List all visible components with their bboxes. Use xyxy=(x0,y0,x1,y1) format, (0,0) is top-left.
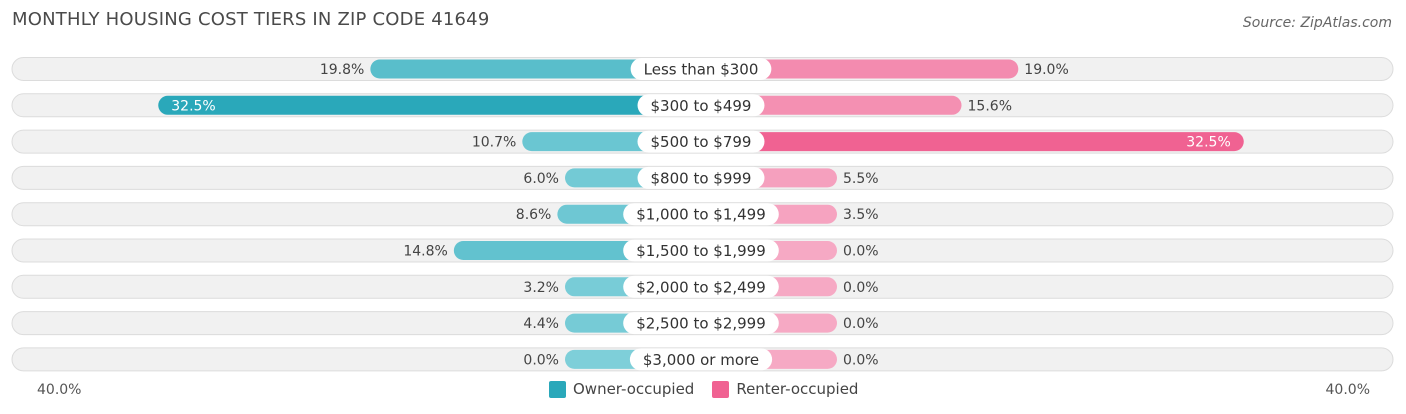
renter-bar xyxy=(701,95,962,115)
category-label: $2,500 to $2,999 xyxy=(636,315,766,333)
category-pill xyxy=(637,94,765,117)
owner-bar xyxy=(370,59,701,79)
renter-value-label: 15.6% xyxy=(968,98,1012,114)
renter-value-label: 0.0% xyxy=(843,244,879,260)
category-pill xyxy=(623,275,779,298)
owner-value-label: 6.0% xyxy=(523,171,559,187)
renter-value-label: 3.5% xyxy=(843,207,879,223)
category-label: $3,000 or more xyxy=(643,351,759,369)
axis-max-label: 40.0% xyxy=(1325,382,1370,398)
owner-value-label: 14.8% xyxy=(403,244,447,260)
category-pill xyxy=(623,239,779,262)
diverging-bar-chart: 19.8% 19.0% Less than $300 32.5% 15.6% $300 t… xyxy=(11,57,1394,372)
renter-value-label: 32.5% xyxy=(1186,135,1230,151)
owner-swatch xyxy=(549,380,566,398)
legend-item-owner[interactable]: Owner-occupied xyxy=(549,380,694,398)
legend: Owner-occupied Renter-occupied xyxy=(549,380,876,398)
owner-value-label: 32.5% xyxy=(171,98,215,114)
category-pill xyxy=(637,130,765,153)
category-label: Less than $300 xyxy=(644,61,759,79)
renter-bar xyxy=(701,59,1019,79)
renter-value-label: 0.0% xyxy=(843,352,879,368)
category-label: $2,000 to $2,499 xyxy=(636,278,766,296)
renter-value-label: 0.0% xyxy=(843,280,879,296)
category-label: $300 to $499 xyxy=(651,97,752,115)
renter-value-label: 0.0% xyxy=(843,316,879,332)
category-pill xyxy=(637,166,765,189)
source-label: Source: ZipAtlas.com xyxy=(1242,15,1392,31)
chart-title: MONTHLY HOUSING COST TIERS IN ZIP CODE 4… xyxy=(12,9,490,30)
renter-legend-label: Renter-occupied xyxy=(736,380,859,398)
owner-value-label: 8.6% xyxy=(516,207,552,223)
renter-swatch xyxy=(712,380,730,398)
owner-value-label: 4.4% xyxy=(523,316,559,332)
owner-value-label: 3.2% xyxy=(523,280,559,296)
category-pill xyxy=(623,312,779,335)
category-label: $1,000 to $1,499 xyxy=(636,206,766,224)
legend-item-renter[interactable]: Renter-occupied xyxy=(712,380,858,398)
category-label: $1,500 to $1,999 xyxy=(636,242,766,260)
category-label: $500 to $799 xyxy=(651,133,752,151)
renter-bar xyxy=(701,132,1244,152)
renter-value-label: 19.0% xyxy=(1024,62,1068,78)
renter-value-label: 5.5% xyxy=(843,171,879,187)
owner-bar xyxy=(158,95,701,115)
owner-value-label: 19.8% xyxy=(320,62,364,78)
axis-min-label: 40.0% xyxy=(37,382,82,398)
owner-value-label: 0.0% xyxy=(523,352,559,368)
category-label: $800 to $999 xyxy=(651,169,752,187)
category-pill xyxy=(630,58,772,80)
category-pill xyxy=(623,203,779,226)
owner-value-label: 10.7% xyxy=(472,135,516,151)
category-pill xyxy=(629,348,773,371)
owner-legend-label: Owner-occupied xyxy=(573,380,695,398)
